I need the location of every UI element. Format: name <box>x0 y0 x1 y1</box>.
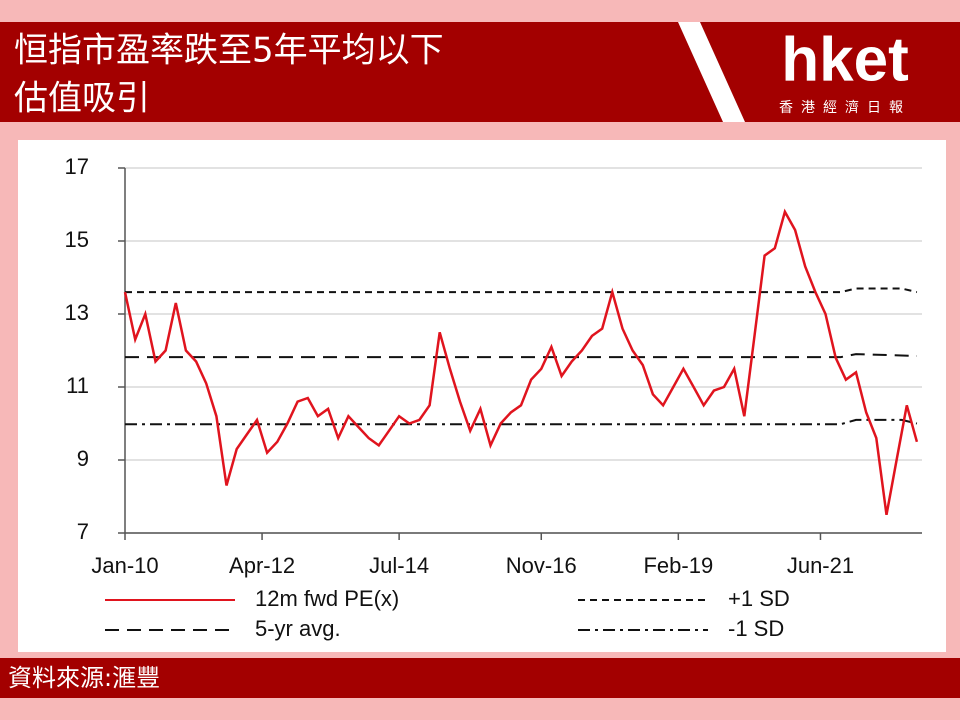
title-line: 恒指市盈率跌至5年平均以下 <box>14 31 444 71</box>
logo: hket <box>781 25 908 94</box>
x-tick-label: Nov-16 <box>506 553 577 578</box>
y-tick-label: 7 <box>77 519 89 544</box>
y-tick-label: 11 <box>66 373 89 398</box>
series-line <box>123 208 919 516</box>
y-tick-label: 13 <box>65 300 89 325</box>
legend-label: 12m fwd PE(x) <box>255 586 399 611</box>
legend-label: -1 SD <box>728 616 784 641</box>
chart: 7 9 11 13 15 17 Jan-10 Apr-12 Jul-14 Nov-16 Feb-19… <box>65 154 922 641</box>
header-band <box>0 22 960 122</box>
x-tick-label: Jul-14 <box>369 553 429 578</box>
y-tick-label: 15 <box>65 227 89 252</box>
header-stripe <box>678 22 745 122</box>
y-tick-label: 17 <box>65 154 89 179</box>
series-line <box>125 418 918 426</box>
footer-band <box>0 658 960 698</box>
title-line: 估值吸引 <box>14 79 150 119</box>
legend-label: 5-yr avg. <box>255 616 341 641</box>
series-line <box>125 353 917 359</box>
x-tick-label: Jan-10 <box>91 553 158 578</box>
logo-subtitle: 香港經濟日報 <box>779 100 911 116</box>
source: 資料來源:滙豐 <box>8 664 160 692</box>
y-tick-label: 9 <box>77 446 89 471</box>
x-tick-label: Apr-12 <box>229 553 295 578</box>
legend-label: +1 SD <box>728 586 790 611</box>
x-tick-label: Jun-21 <box>787 553 854 578</box>
x-tick-label: Feb-19 <box>643 553 713 578</box>
series-line <box>125 287 918 294</box>
